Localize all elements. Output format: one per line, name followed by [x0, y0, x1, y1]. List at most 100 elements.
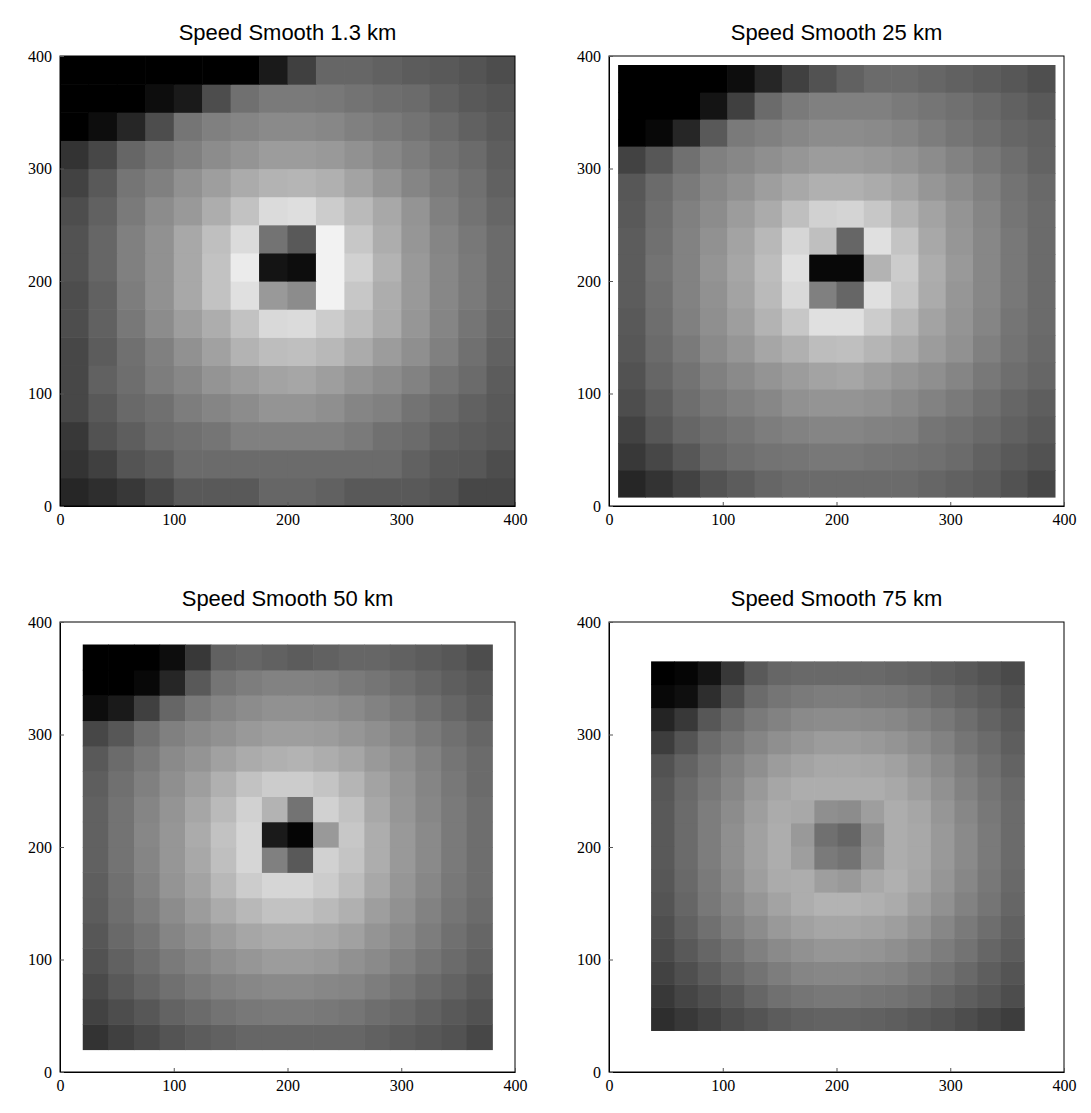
heatmap-cell — [946, 335, 974, 363]
y-tick: 100 — [577, 951, 613, 968]
heatmap-cell — [390, 1024, 416, 1050]
heatmap-cell — [837, 416, 865, 444]
y-tick-mark — [60, 622, 64, 623]
heatmap-cell — [415, 898, 441, 924]
heatmap-cell — [373, 365, 402, 394]
heatmap-cell — [973, 119, 1001, 147]
plot-background — [609, 56, 1064, 506]
x-tick-label: 300 — [939, 511, 963, 528]
heatmap-cell — [202, 253, 231, 282]
heatmap-cell — [441, 974, 467, 1000]
heatmap-cell — [700, 92, 728, 120]
heatmap-cell — [202, 169, 231, 198]
x-tick: 300 — [390, 1068, 414, 1094]
heatmap-cell — [698, 1007, 722, 1031]
heatmap-cell — [814, 754, 838, 778]
heatmap-cell — [313, 948, 339, 974]
heatmap-cell — [698, 984, 722, 1008]
heatmap-cell — [134, 695, 160, 721]
heatmap-cell — [1028, 65, 1056, 93]
heatmap-cell — [339, 670, 365, 696]
heatmap-cell — [651, 846, 675, 870]
heatmap-cell — [861, 708, 885, 732]
y-tick-mark — [609, 735, 613, 736]
heatmap-cell — [88, 478, 117, 506]
heatmap-cell — [838, 915, 862, 939]
heatmap-cell — [231, 197, 260, 226]
y-tick-mark — [609, 56, 613, 57]
heatmap-cell — [259, 84, 288, 113]
heatmap-cell — [814, 661, 838, 685]
x-tick-mark — [1064, 502, 1065, 506]
heatmap-cell — [727, 119, 755, 147]
heatmap-cell — [1028, 92, 1056, 120]
x-tick-mark — [1064, 1068, 1065, 1072]
heatmap-cell — [978, 915, 1002, 939]
heatmap-cell — [700, 200, 728, 228]
heatmap-cells — [60, 56, 515, 506]
heatmap-cell — [134, 872, 160, 898]
heatmap-cell — [313, 720, 339, 746]
heatmap-cell — [108, 670, 134, 696]
heatmap-cell — [364, 1024, 390, 1050]
heatmap-cell — [316, 169, 345, 198]
heatmap-cell — [288, 197, 317, 226]
heatmap-cell — [288, 771, 314, 797]
heatmap-cell — [401, 337, 430, 366]
heatmap-cell — [1001, 915, 1025, 939]
heatmap-cell — [401, 197, 430, 226]
heatmap-cell — [344, 112, 373, 141]
heatmap-cell — [117, 422, 146, 451]
heatmap-cell — [755, 416, 783, 444]
heatmap-cell — [645, 281, 673, 309]
heatmap-cell — [814, 961, 838, 985]
heatmap-cell — [908, 754, 932, 778]
heatmap-cell — [83, 645, 109, 671]
heatmap-cell — [160, 645, 186, 671]
heatmap-cell — [88, 422, 117, 451]
heatmap-cell — [262, 999, 288, 1025]
heatmap-cell — [727, 92, 755, 120]
heatmap-cell — [430, 478, 459, 506]
heatmap-cell — [908, 731, 932, 755]
heatmap-cell — [768, 661, 792, 685]
heatmap-cell — [838, 869, 862, 893]
heatmap-cell — [145, 84, 174, 113]
x-tick-label: 400 — [1053, 511, 1077, 528]
heatmap-cell — [313, 822, 339, 848]
heatmap-cell — [117, 169, 146, 198]
heatmap-cell — [954, 684, 978, 708]
heatmap-cell — [721, 754, 745, 778]
heatmap-cell — [618, 443, 646, 471]
heatmap-cell — [415, 974, 441, 1000]
heatmap-cell — [185, 872, 211, 898]
heatmap-cell — [782, 281, 810, 309]
heatmap-cell — [918, 416, 946, 444]
heatmap-cell — [645, 362, 673, 390]
heatmap-cell — [1028, 416, 1056, 444]
heatmap-cell — [108, 796, 134, 822]
y-axis: 0100200300400 — [577, 48, 613, 515]
heatmap-cell — [60, 450, 89, 479]
heatmap-cell — [791, 961, 815, 985]
heatmap-cell — [837, 119, 865, 147]
heatmap-cell — [978, 754, 1002, 778]
heatmap-cell — [259, 422, 288, 451]
heatmap-cell — [145, 478, 174, 506]
heatmap-cell — [83, 872, 109, 898]
y-tick-label: 0 — [593, 498, 601, 515]
heatmap-cell — [60, 281, 89, 310]
heatmap-cell — [651, 984, 675, 1008]
heatmap-cell — [415, 847, 441, 873]
heatmap-cell — [344, 450, 373, 479]
heatmap-cell — [861, 984, 885, 1008]
heatmap-cell — [618, 65, 646, 93]
heatmap-cell — [954, 731, 978, 755]
heatmap-cell — [908, 869, 932, 893]
heatmap-cell — [618, 281, 646, 309]
x-axis-line — [610, 1072, 1065, 1073]
heatmap-cell — [83, 771, 109, 797]
heatmap-cell — [60, 422, 89, 451]
heatmap-cell — [674, 938, 698, 962]
heatmap-cell — [344, 281, 373, 310]
